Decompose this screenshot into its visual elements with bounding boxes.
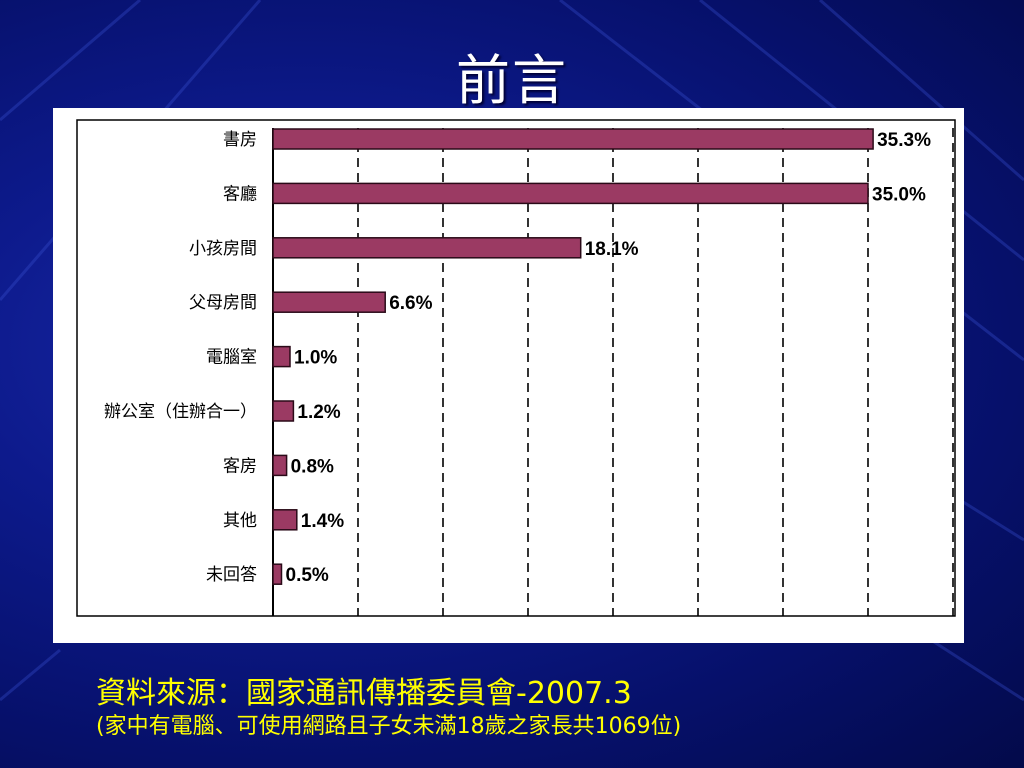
source-note: (家中有電腦、可使用網路且子女未滿18歲之家長共1069位) <box>96 714 682 739</box>
data-label: 1.4% <box>301 511 344 532</box>
bar <box>272 454 288 477</box>
bar <box>272 509 298 531</box>
data-label: 0.5% <box>286 565 329 586</box>
bar <box>272 182 869 205</box>
category-label: 辦公室（住辦合一） <box>104 402 257 422</box>
bar <box>272 400 295 422</box>
data-label: 35.3% <box>877 130 931 151</box>
category-label: 客房 <box>223 456 257 476</box>
category-label: 電腦室 <box>206 348 257 368</box>
bar <box>272 237 582 259</box>
bar-chart: 書房 35.3% 客廳 35.0% 小孩房間 18.1% 父母房間 6.6% 電腦室 1.0% 辦公… <box>76 119 956 617</box>
data-label: 1.0% <box>294 348 337 369</box>
data-label: 6.6% <box>389 293 432 314</box>
source-caption: 資料來源：國家通訊傳播委員會-2007.3 <box>96 676 632 711</box>
category-label: 父母房間 <box>189 293 257 313</box>
data-label: 35.0% <box>872 184 926 205</box>
data-label: 18.1% <box>585 239 639 260</box>
bar <box>272 563 283 585</box>
plot-border <box>76 119 956 617</box>
bar <box>272 128 874 150</box>
category-label: 書房 <box>223 130 257 150</box>
bar <box>272 345 291 368</box>
category-label: 其他 <box>223 511 257 531</box>
category-label: 小孩房間 <box>189 239 257 259</box>
slide-title: 前言 <box>456 49 568 112</box>
chart-panel: 書房 35.3% 客廳 35.0% 小孩房間 18.1% 父母房間 6.6% 電腦室 1.0% 辦公… <box>53 108 964 643</box>
bar <box>272 291 386 313</box>
category-label: 未回答 <box>206 565 257 585</box>
data-label: 1.2% <box>297 402 340 423</box>
data-label: 0.8% <box>291 456 334 477</box>
category-label: 客廳 <box>223 184 257 204</box>
